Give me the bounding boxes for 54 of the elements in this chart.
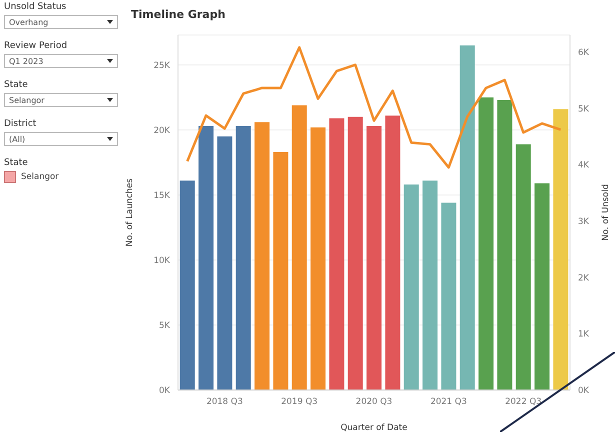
text: Selangor xyxy=(20,171,60,183)
bar xyxy=(310,127,326,390)
bar xyxy=(236,126,251,390)
y-axis-title: No. of Launches xyxy=(125,178,136,247)
x-tick-label: 2018 Q3 xyxy=(206,397,243,408)
text: State xyxy=(4,158,29,168)
text: Overhang xyxy=(9,18,48,26)
y2-tick-label: 2K xyxy=(578,273,590,284)
y2-axis-title: No. of Unsold xyxy=(601,184,612,241)
bar xyxy=(366,126,382,390)
bar xyxy=(553,109,568,390)
bar xyxy=(348,116,363,390)
y2-tick-label: 5K xyxy=(578,104,590,114)
y2-tick-label: 6K xyxy=(578,48,590,58)
y2-tick-label: 0K xyxy=(578,386,590,396)
text: Unsold Status xyxy=(4,2,68,12)
bar xyxy=(273,152,288,390)
bar xyxy=(329,118,344,390)
x-axis-title: Quarter of Date xyxy=(340,423,408,432)
bar xyxy=(198,126,214,390)
x-tick-label: 2021 Q3 xyxy=(430,397,467,408)
y-tick-label: 5K xyxy=(159,321,170,331)
text: District xyxy=(4,119,38,129)
y-tick-label: 20K xyxy=(154,126,170,136)
x-tick-label: 2019 Q3 xyxy=(281,397,318,408)
text: (All) xyxy=(9,134,26,144)
text: State xyxy=(4,80,29,90)
y2-tick-label: 1K xyxy=(578,330,590,340)
text: Q1 2023 xyxy=(9,56,44,66)
text: Review Period xyxy=(4,41,68,51)
y-tick-label: 0K xyxy=(159,386,170,396)
bar xyxy=(292,105,307,390)
bar xyxy=(422,180,438,390)
bar xyxy=(441,202,456,390)
bar xyxy=(460,45,475,390)
text: Selangor xyxy=(9,96,44,104)
bar xyxy=(254,122,270,390)
y2-tick-label: 3K xyxy=(578,216,590,227)
chart-title: Timeline Graph xyxy=(131,8,226,21)
bar xyxy=(385,116,400,390)
y2-tick-label: 4K xyxy=(578,160,590,171)
bar xyxy=(497,100,512,390)
y-tick-label: 10K xyxy=(154,256,170,266)
y-tick-label: 15K xyxy=(154,190,170,201)
line-series xyxy=(186,46,562,169)
x-tick-label: 2020 Q3 xyxy=(356,397,392,408)
bar xyxy=(180,180,195,390)
y-tick-label: 25K xyxy=(154,60,170,71)
bar xyxy=(516,144,531,390)
bar xyxy=(478,97,494,390)
bar xyxy=(404,184,419,390)
bar xyxy=(217,136,232,390)
bar xyxy=(534,183,550,390)
x-tick-label: 2022 Q3 xyxy=(505,397,542,408)
